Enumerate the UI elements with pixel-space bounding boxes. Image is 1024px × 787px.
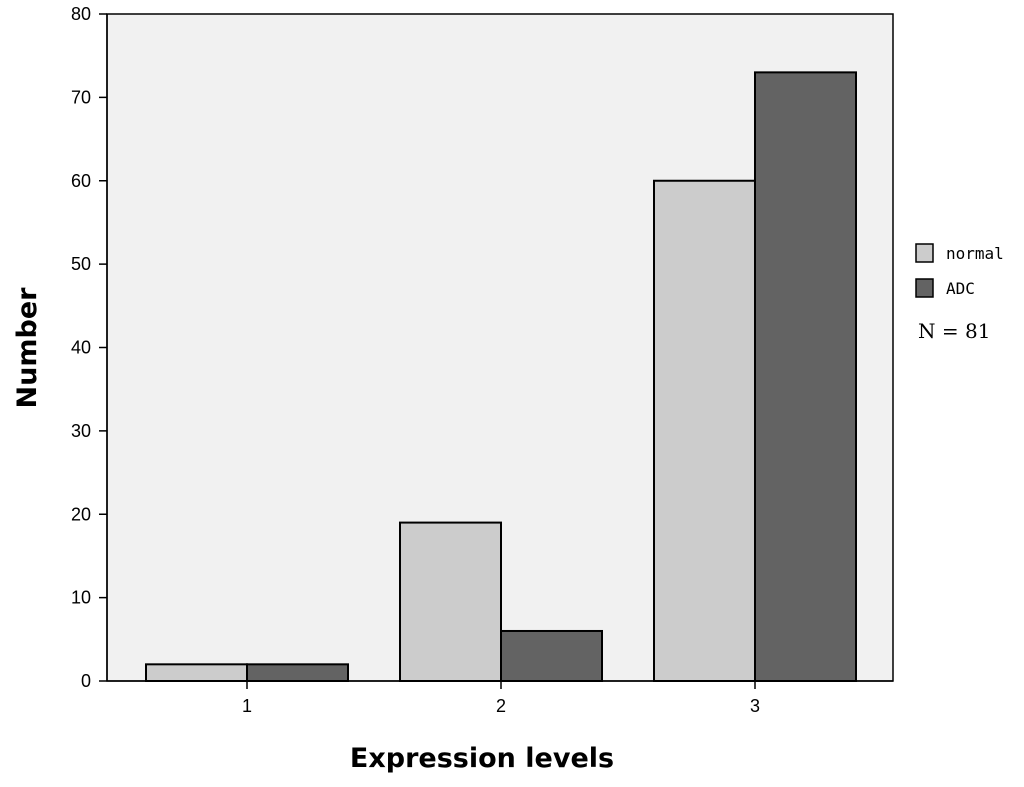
y-axis-ticks: 0 10 20 30 40 50 60 70 80 [71, 4, 107, 691]
bar-adc-level-2 [500, 629, 603, 682]
legend-label-adc: ADC [946, 279, 975, 298]
y-tick-label: 10 [71, 588, 91, 608]
legend-swatch-adc [915, 278, 934, 298]
bar-adc-level-3 [754, 71, 857, 683]
legend: normal ADC [915, 243, 1004, 298]
y-tick-label: 40 [71, 338, 91, 358]
bar-adc-level-1 [246, 663, 349, 683]
y-tick-label: 80 [71, 4, 91, 24]
y-tick-label: 30 [71, 421, 91, 441]
x-tick-label: 2 [496, 696, 506, 716]
y-tick-label: 70 [71, 87, 91, 107]
x-axis-ticks: 1 2 3 [242, 681, 760, 716]
y-tick-label: 50 [71, 254, 91, 274]
bars-layer [145, 71, 857, 683]
sample-size-note: N = 81 [918, 319, 990, 343]
x-tick-label: 1 [242, 696, 252, 716]
x-axis-title: Expression levels [350, 743, 614, 774]
y-tick-label: 0 [81, 671, 91, 691]
x-tick-label: 3 [750, 696, 760, 716]
legend-swatch-normal [915, 243, 934, 263]
y-tick-label: 20 [71, 504, 91, 524]
y-axis-title: Number [12, 287, 43, 409]
bar-normal-level-3 [653, 179, 756, 682]
bar-normal-level-2 [399, 521, 502, 683]
y-tick-label: 60 [71, 171, 91, 191]
legend-label-normal: normal [946, 244, 1004, 263]
bar-normal-level-1 [145, 663, 248, 683]
